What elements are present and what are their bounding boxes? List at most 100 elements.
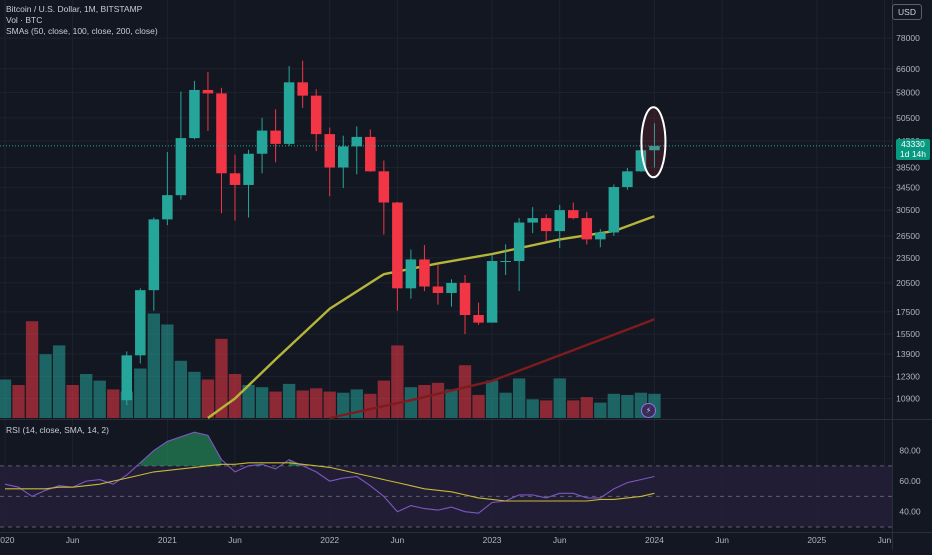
candle-body <box>310 95 322 135</box>
volume-bar <box>215 338 228 418</box>
candle-body <box>351 136 363 147</box>
highlight-ellipse <box>640 106 667 179</box>
candle-body <box>567 210 579 219</box>
price-tick-label: 20500 <box>896 278 920 288</box>
volume-bar <box>391 345 404 418</box>
candle-body <box>540 218 552 232</box>
candle-body <box>270 130 281 144</box>
price-tick-label: 38500 <box>896 162 920 172</box>
candle-body <box>365 136 376 172</box>
chart-legend: Bitcoin / U.S. Dollar, 1M, BITSTAMP Vol … <box>6 4 158 37</box>
volume-bar <box>134 368 147 418</box>
rsi-pane[interactable] <box>0 431 892 528</box>
time-tick-label: Jun <box>228 535 242 545</box>
volume-bar <box>174 360 188 418</box>
volume-bar <box>52 345 66 418</box>
rsi-band <box>0 465 892 527</box>
candle-body <box>121 355 133 401</box>
price-tick-label: 26500 <box>896 231 920 241</box>
volume-bar <box>607 393 621 418</box>
volume-bar <box>364 393 377 418</box>
overlays <box>0 106 892 179</box>
candle-body <box>581 218 593 240</box>
price-tick-label: 78000 <box>896 33 920 43</box>
price-tick-label: 10900 <box>896 394 920 404</box>
candle-body <box>378 171 390 203</box>
candle-body <box>622 171 633 188</box>
last-price-value: 43330 <box>901 139 925 149</box>
volume-bar <box>269 391 282 418</box>
rsi-tick-label: 40.00 <box>899 507 921 517</box>
volume-bar <box>512 378 526 418</box>
lightning-icon[interactable]: ⚡ <box>641 403 656 418</box>
time-tick-label: 2022 <box>320 535 339 545</box>
volume-bar <box>499 392 512 418</box>
currency-button[interactable]: USD <box>892 4 922 20</box>
price-tick-label: 23500 <box>896 253 920 263</box>
last-price-label: 43330 1d 14h <box>896 139 930 160</box>
time-tick-label: 2020 <box>0 535 15 545</box>
volume-bar <box>25 321 39 418</box>
volume-bar <box>188 371 201 418</box>
time-tick-label: Jun <box>391 535 405 545</box>
volume-bar <box>621 394 634 418</box>
price-tick-label: 30500 <box>896 205 920 215</box>
candle-body <box>243 153 254 185</box>
volume-bar <box>12 385 25 418</box>
candle-body <box>162 195 173 220</box>
candle-body <box>392 202 403 289</box>
price-tick-label: 15500 <box>896 329 920 339</box>
volume-bar <box>147 313 160 418</box>
rsi-legend[interactable]: RSI (14, close, SMA, 14, 2) <box>6 425 109 435</box>
symbol-title[interactable]: Bitcoin / U.S. Dollar, 1M, BITSTAMP <box>6 4 143 14</box>
price-tick-label: 50500 <box>896 113 920 123</box>
volume-legend[interactable]: Vol · BTC <box>6 15 43 25</box>
volume-bar <box>472 394 485 418</box>
candle-body <box>189 89 200 139</box>
volume-bar <box>526 399 539 418</box>
price-tick-label: 58000 <box>896 87 920 97</box>
candle-body <box>405 259 417 289</box>
candle-body <box>527 218 538 223</box>
volume-bar <box>540 400 553 418</box>
volume-bar <box>242 385 255 418</box>
candle-body <box>419 259 430 287</box>
volume-bar <box>0 379 12 418</box>
volume-bar <box>310 388 323 418</box>
volume-bar <box>80 374 93 418</box>
volume-bar <box>255 387 269 418</box>
candle-body <box>256 130 268 154</box>
volume-bar <box>228 374 242 418</box>
candle-body <box>175 138 187 196</box>
time-tick-label: 2025 <box>807 535 826 545</box>
volume-bar <box>445 389 458 418</box>
price-tick-label: 13900 <box>896 349 920 359</box>
volume-bar <box>337 392 350 418</box>
sma-100-line <box>329 318 655 420</box>
time-tick-label: Jun <box>66 535 80 545</box>
candle-body <box>446 282 457 293</box>
time-tick-label: 2024 <box>645 535 664 545</box>
volume-bar <box>323 391 336 418</box>
candle-body <box>297 82 308 96</box>
candle-body <box>432 286 444 293</box>
volume-bar <box>296 390 309 418</box>
volume-bar <box>431 382 445 418</box>
volume-bar <box>282 383 296 418</box>
price-tick-label: 66000 <box>896 64 920 74</box>
sma-legend[interactable]: SMAs (50, close, 100, close, 200, close) <box>6 26 158 36</box>
volume-bar <box>201 379 215 418</box>
volume-bar <box>66 385 79 418</box>
volume-bar <box>594 402 607 418</box>
candle-body <box>513 222 525 262</box>
candle-body <box>202 89 214 94</box>
bar-countdown: 1d 14h <box>900 149 926 159</box>
volume-bar <box>404 387 418 418</box>
candle-body <box>500 261 511 263</box>
volume-bar <box>553 378 566 418</box>
candle-body <box>473 315 484 323</box>
price-tick-label: 12300 <box>896 371 920 381</box>
volume-bar <box>580 397 593 418</box>
